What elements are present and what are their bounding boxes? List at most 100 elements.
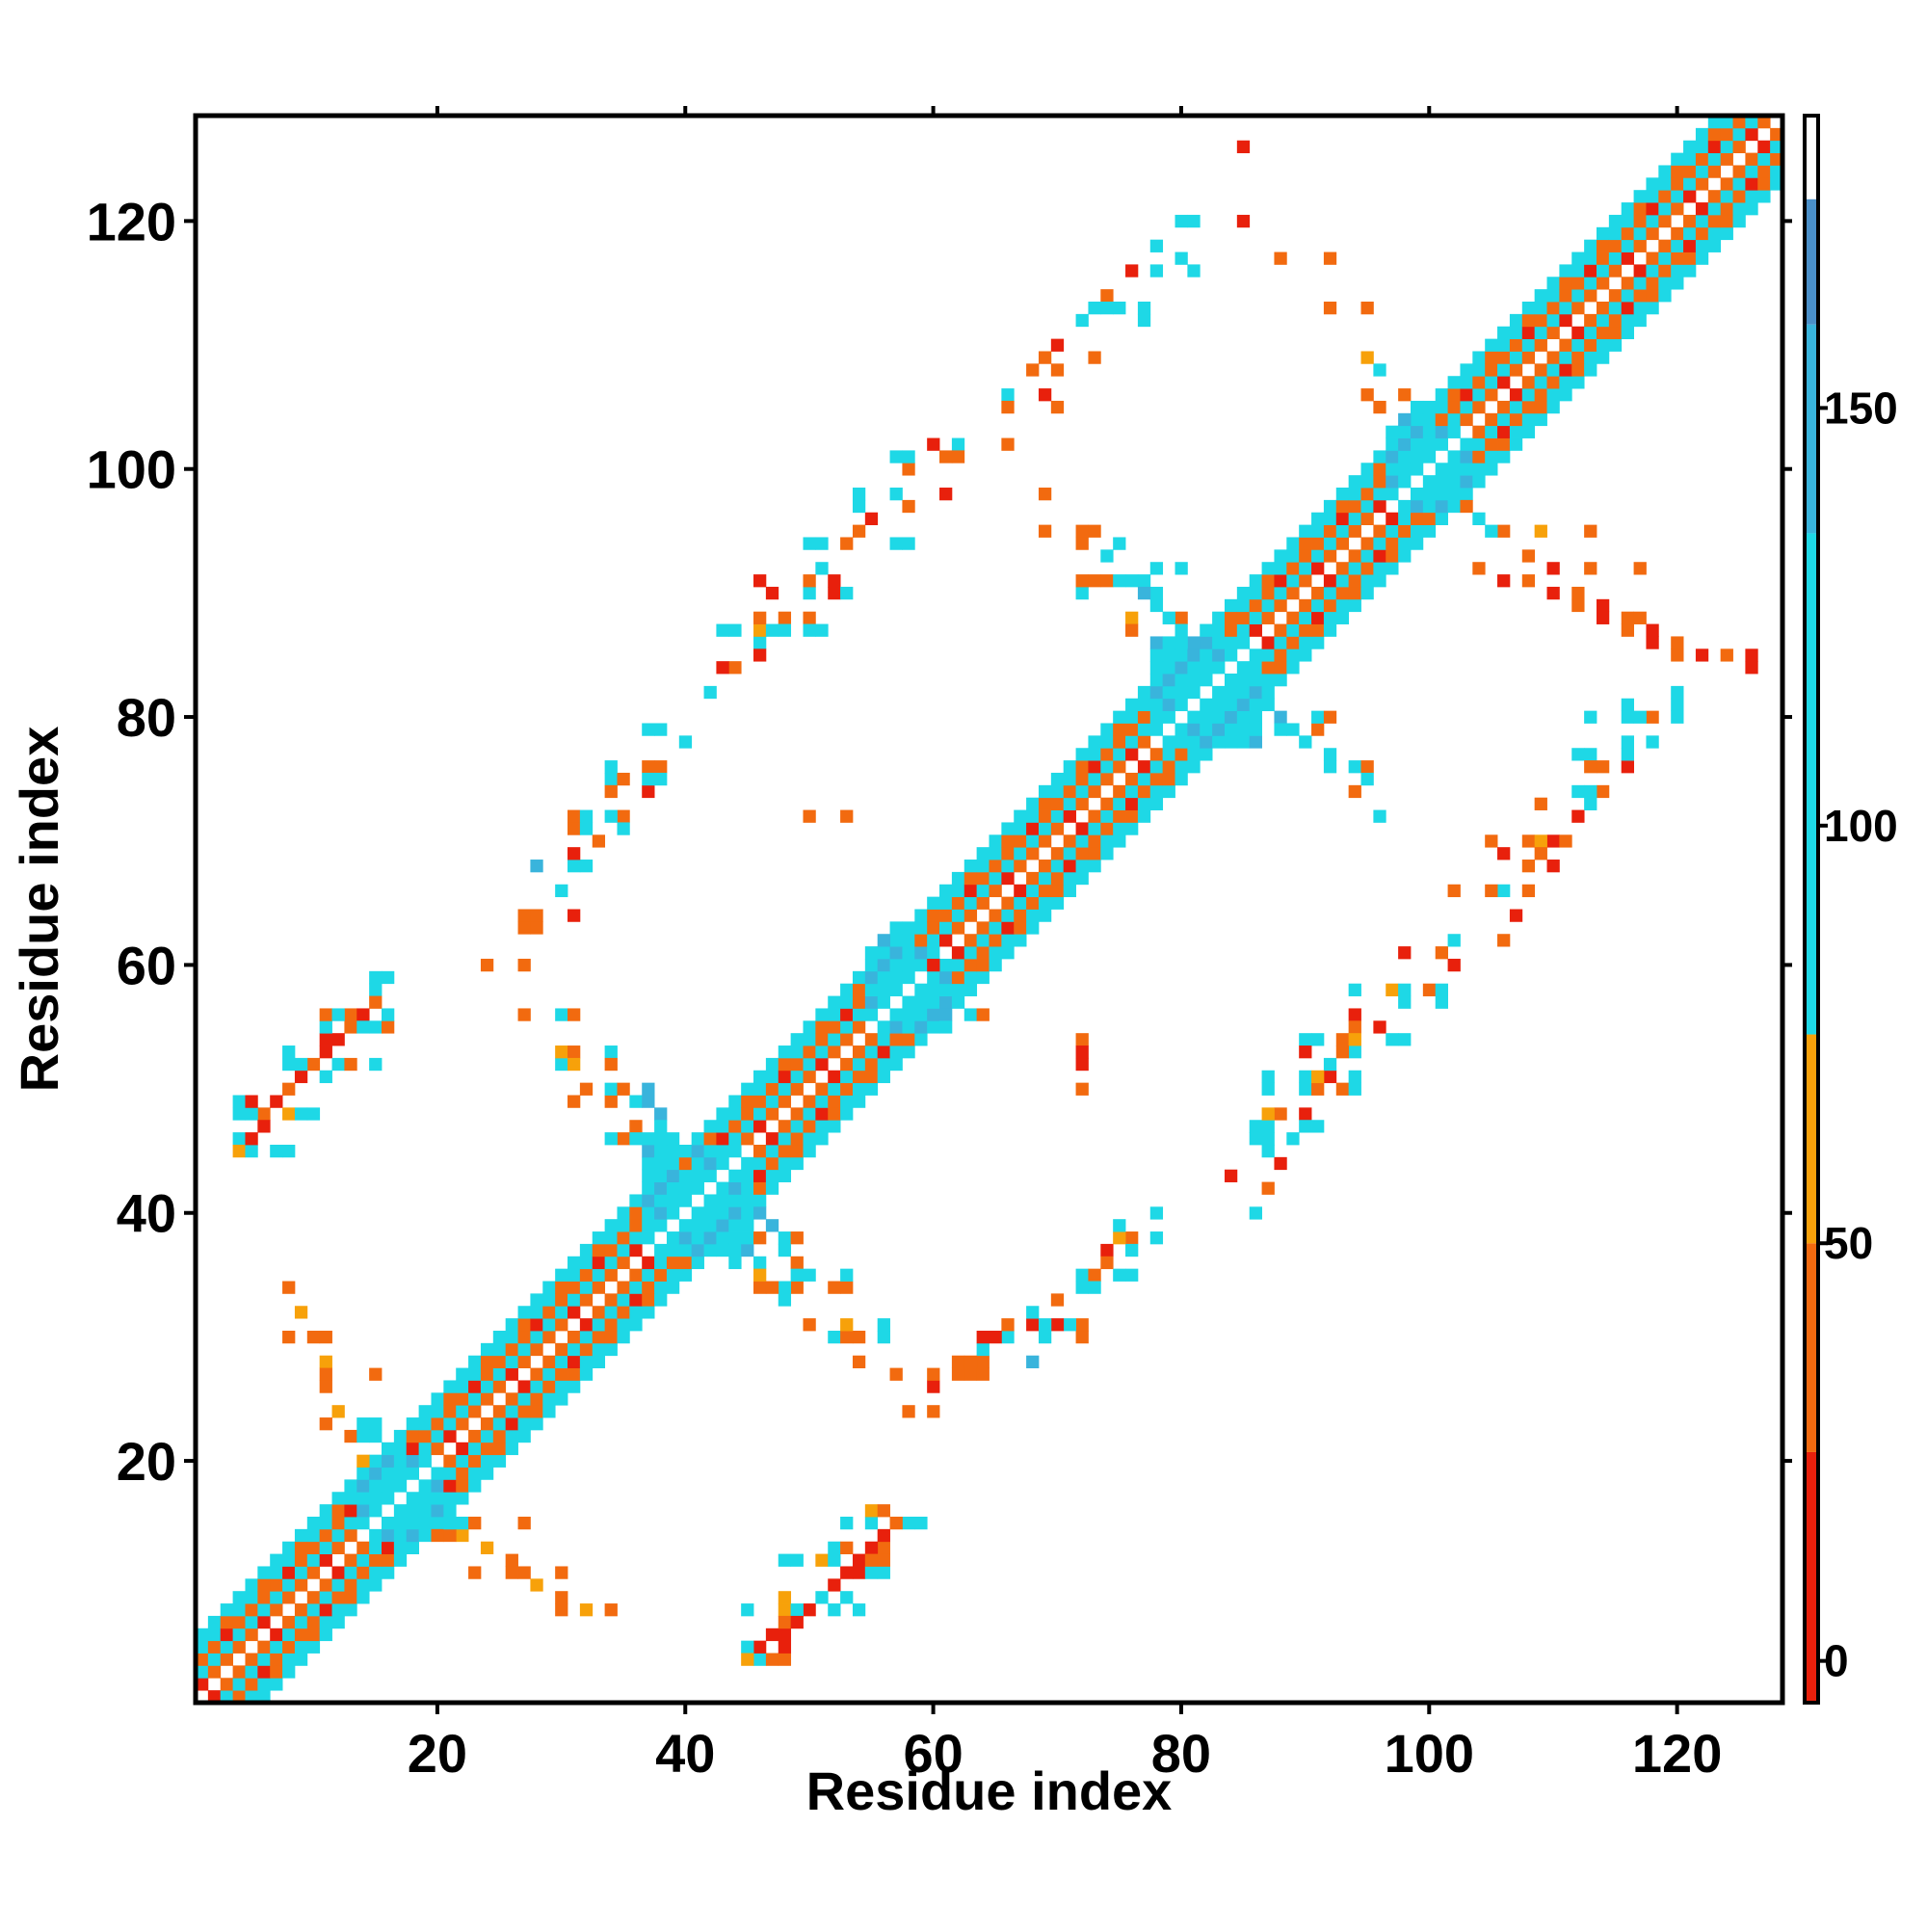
heatmap-cell — [393, 1479, 408, 1493]
heatmap-cell — [939, 1008, 953, 1021]
heatmap-cell — [1422, 524, 1437, 538]
heatmap-cell — [1274, 549, 1287, 563]
heatmap-cell — [382, 970, 395, 985]
heatmap-cell — [629, 1306, 643, 1319]
heatmap-cell — [568, 1355, 581, 1368]
heatmap-cell — [1175, 723, 1188, 736]
heatmap-cell — [1113, 1268, 1126, 1282]
heatmap-cell — [1671, 698, 1684, 712]
heatmap-cell — [604, 1045, 618, 1059]
heatmap-cell — [1621, 214, 1634, 228]
heatmap-cell — [480, 1380, 494, 1393]
heatmap-cell — [1026, 896, 1040, 910]
heatmap-cell — [840, 1516, 854, 1530]
heatmap-cell — [1001, 847, 1015, 860]
heatmap-cell — [1646, 302, 1659, 315]
heatmap-cell — [976, 1008, 990, 1021]
heatmap-cell — [1014, 934, 1027, 947]
heatmap-cell — [406, 1467, 420, 1480]
heatmap-cell — [852, 1008, 866, 1021]
heatmap-cell — [852, 1566, 866, 1579]
heatmap-cell — [282, 1640, 296, 1654]
heatmap-cell — [492, 1429, 507, 1443]
heatmap-cell — [418, 1405, 432, 1418]
heatmap-cell — [306, 1640, 321, 1654]
heatmap-cell — [889, 983, 903, 996]
heatmap-cell — [406, 1528, 420, 1543]
heatmap-cell — [914, 1516, 928, 1530]
heatmap-cell — [1757, 190, 1771, 203]
heatmap-cell — [1386, 524, 1399, 538]
heatmap-cell — [468, 1454, 482, 1468]
heatmap-cell — [517, 1405, 531, 1418]
heatmap-cell — [902, 1405, 915, 1418]
heatmap-cell — [344, 1553, 357, 1567]
heatmap-cell — [393, 1553, 408, 1567]
heatmap-cell — [1113, 797, 1126, 810]
heatmap-cell — [1596, 313, 1610, 328]
heatmap-cell — [902, 934, 915, 947]
heatmap-cell — [864, 1008, 879, 1021]
heatmap-cell — [1299, 648, 1312, 662]
heatmap-cell — [803, 574, 816, 588]
heatmap-cell — [815, 1033, 829, 1046]
heatmap-cell — [666, 1243, 680, 1257]
heatmap-cell — [344, 1008, 357, 1021]
heatmap-cell — [480, 1367, 494, 1381]
heatmap-cell — [382, 1528, 395, 1543]
heatmap-cell — [1149, 661, 1164, 675]
heatmap-cell — [617, 809, 630, 823]
heatmap-cell — [555, 1306, 568, 1319]
colorbar-tick-label: 100 — [1824, 801, 1898, 851]
heatmap-cell — [1695, 152, 1709, 166]
heatmap-cell — [1546, 388, 1560, 402]
heatmap-cell — [356, 1008, 370, 1021]
heatmap-cell — [1212, 636, 1226, 649]
heatmap-cell — [1695, 214, 1709, 228]
heatmap-cell — [1521, 884, 1536, 898]
heatmap-cell — [1311, 512, 1325, 526]
heatmap-cell — [1014, 834, 1027, 848]
heatmap-cell — [852, 499, 866, 514]
heatmap-cell — [1584, 784, 1597, 799]
heatmap-cell — [306, 1628, 321, 1642]
heatmap-cell — [393, 1467, 408, 1480]
heatmap-cell — [1521, 302, 1536, 315]
heatmap-cell — [456, 1442, 469, 1456]
heatmap-cell — [1162, 636, 1175, 649]
heatmap-cell — [889, 921, 903, 935]
heatmap-cell — [568, 822, 581, 835]
heatmap-cell — [1386, 463, 1399, 476]
heatmap-cell — [1745, 165, 1758, 178]
heatmap-cell — [344, 1020, 357, 1034]
heatmap-cell — [1707, 152, 1722, 166]
heatmap-cell — [1745, 177, 1758, 191]
heatmap-cell — [1113, 784, 1126, 799]
heatmap-cell — [951, 884, 965, 898]
heatmap-cell — [1026, 921, 1040, 935]
heatmap-cell — [270, 1591, 283, 1604]
heatmap-cell — [1261, 636, 1275, 649]
heatmap-cell — [1571, 809, 1585, 823]
heatmap-cell — [989, 860, 1002, 873]
heatmap-cell — [1646, 202, 1659, 216]
heatmap-cell — [207, 1640, 222, 1654]
heatmap-cell — [1200, 723, 1213, 736]
heatmap-cell — [1596, 611, 1610, 624]
heatmap-cell — [976, 860, 990, 873]
heatmap-cell — [1038, 524, 1052, 538]
heatmap-cell — [1063, 860, 1076, 873]
heatmap-cell — [939, 488, 953, 501]
heatmap-cell — [1497, 326, 1511, 340]
heatmap-cell — [604, 1256, 618, 1270]
heatmap-cell — [542, 1330, 556, 1344]
heatmap-cell — [753, 623, 767, 637]
heatmap-cell — [282, 1566, 296, 1579]
heatmap-cell — [1621, 202, 1634, 216]
heatmap-cell — [1584, 710, 1597, 724]
heatmap-cell — [778, 1231, 792, 1245]
heatmap-cell — [1596, 277, 1610, 290]
heatmap-cell — [480, 1541, 494, 1554]
heatmap-cell — [678, 1243, 693, 1257]
x-tick-label: 120 — [1632, 1723, 1722, 1784]
